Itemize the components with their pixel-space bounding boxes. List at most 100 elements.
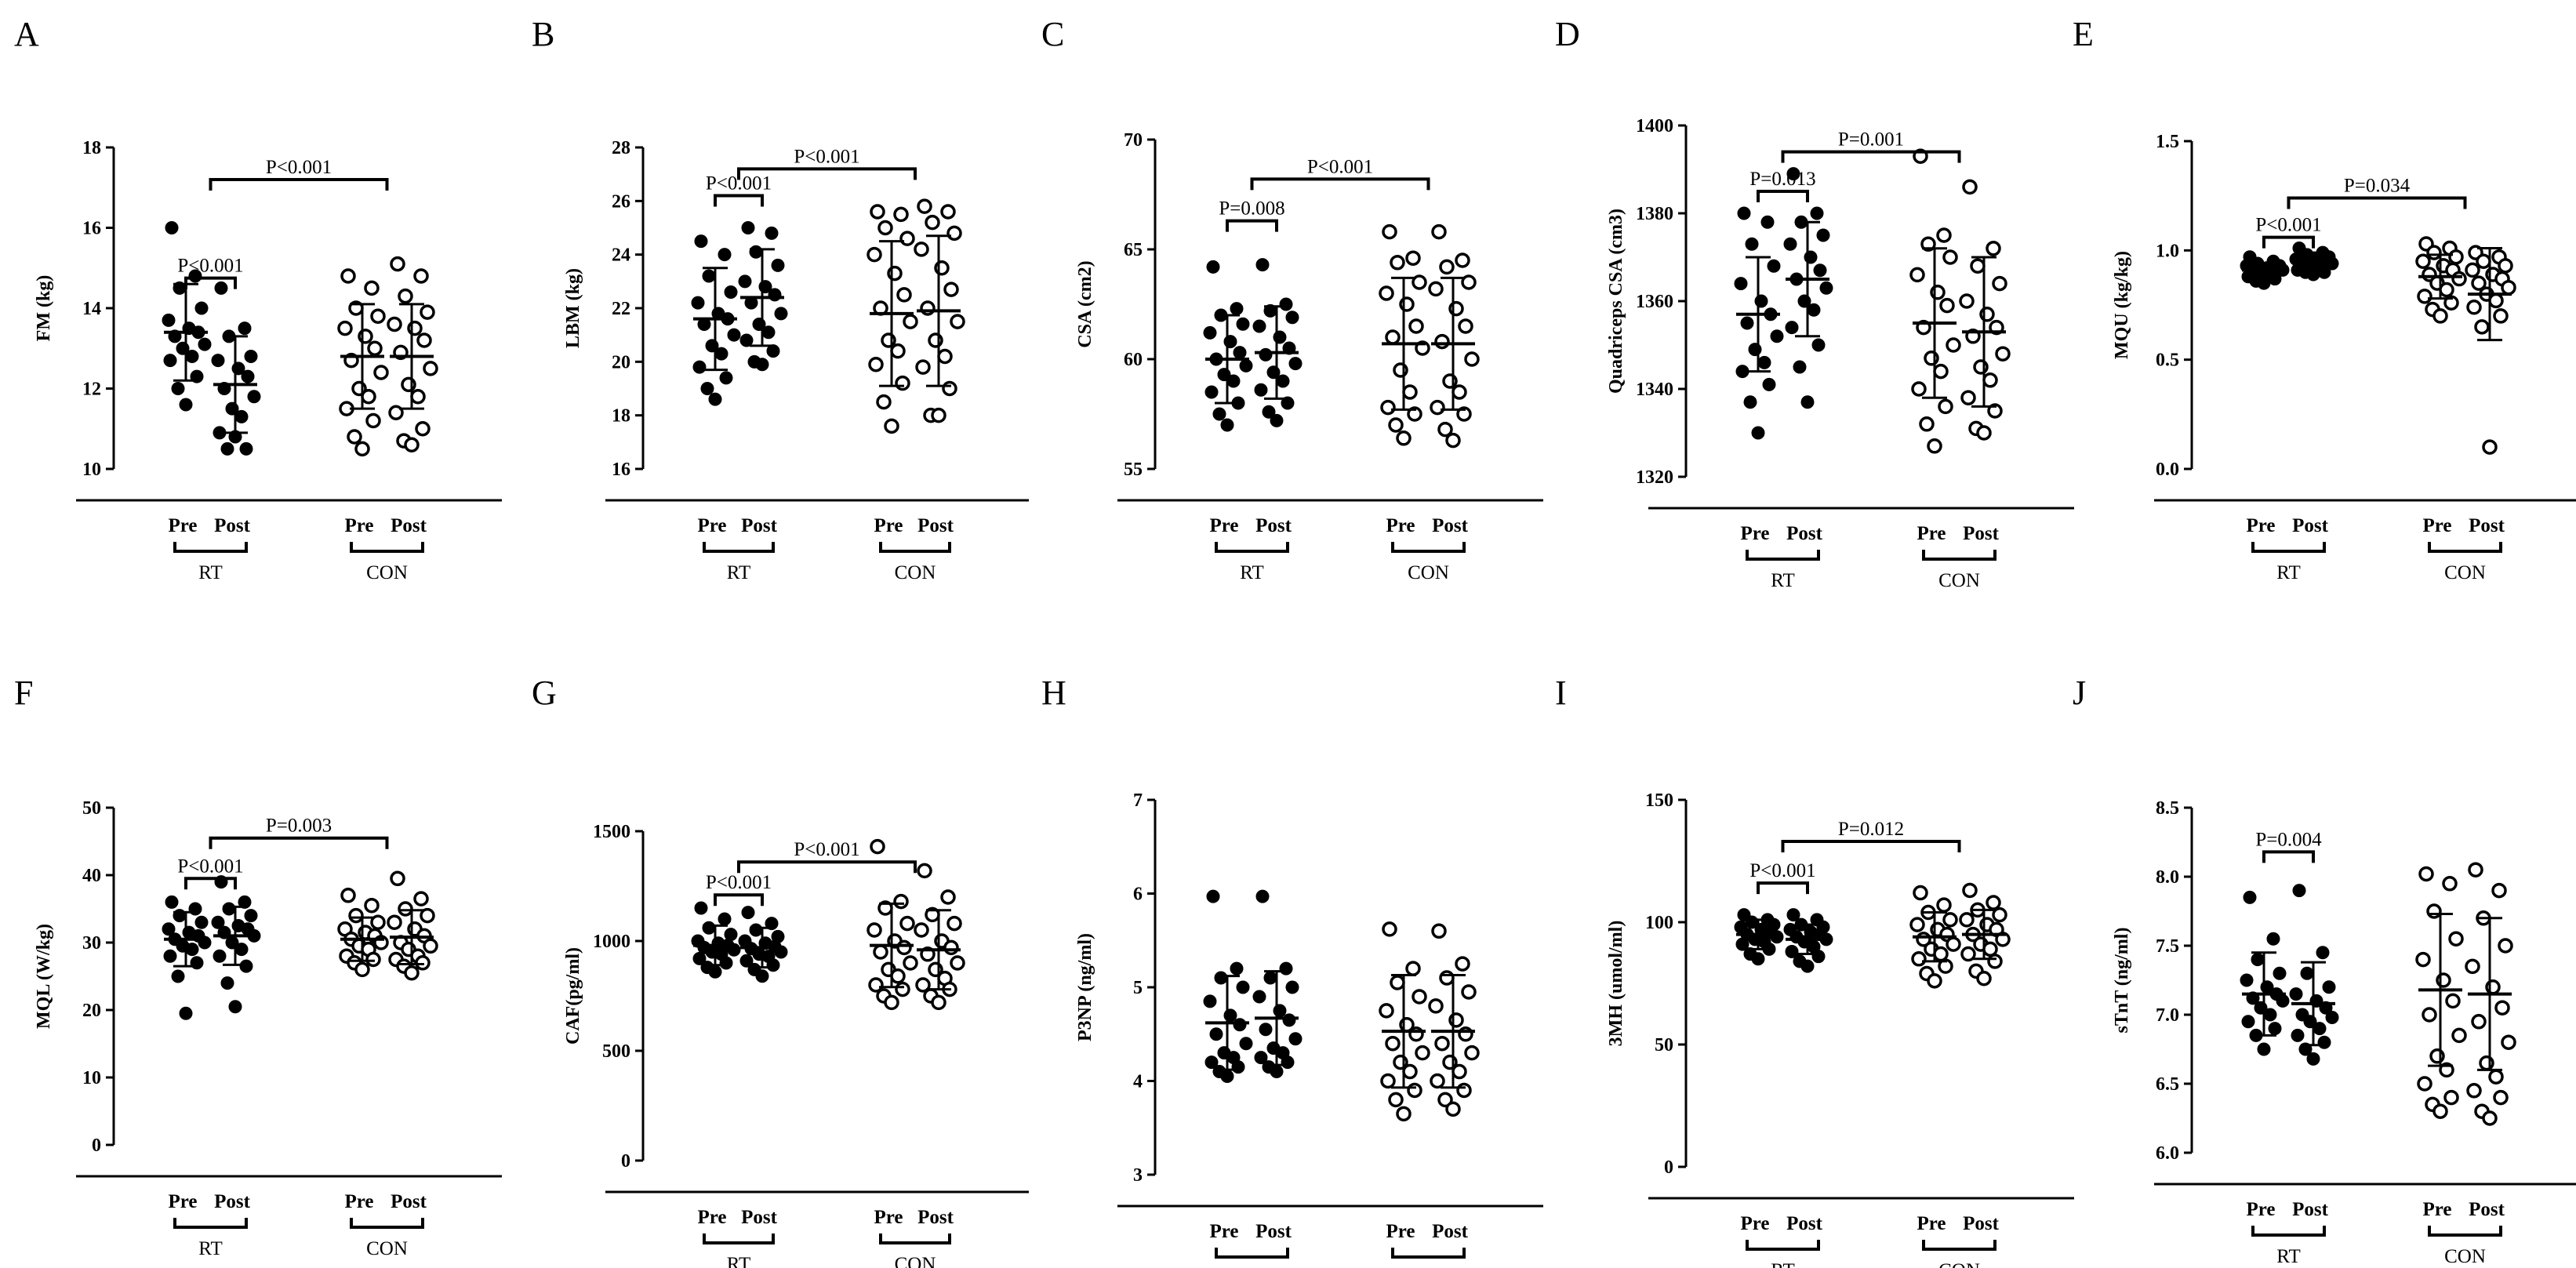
data-point [692, 360, 707, 374]
data-point [1380, 399, 1396, 416]
data-point [1786, 908, 1800, 922]
y-tick-label: 10 [82, 1068, 101, 1088]
data-point [1239, 1037, 1253, 1051]
data-point [1379, 285, 1394, 301]
data-point [1439, 259, 1455, 275]
series-rt-post [1252, 258, 1303, 427]
panel-f: F 0 10 20 30 40 50 MQL (W/kg) P<0.001 P=0.003 Pre P… [14, 674, 502, 1259]
data-point [179, 1006, 193, 1020]
y-tick-label: 16 [82, 219, 101, 239]
data-point [692, 951, 707, 965]
significance-bracket [184, 276, 237, 289]
data-point [1754, 294, 1768, 308]
data-point [1279, 961, 1293, 976]
series-rt-post [738, 221, 788, 372]
data-point [171, 969, 185, 983]
group-bracket [1391, 1248, 1466, 1259]
data-point [691, 296, 705, 310]
data-point [2317, 1035, 2331, 1049]
y-tick-label: 30 [82, 933, 101, 954]
x-category-label: Post [1432, 515, 1469, 536]
data-point [1464, 351, 1480, 367]
p-value-label: P<0.001 [1307, 156, 1373, 177]
data-point [1281, 396, 1295, 410]
x-category-label: Pre [2422, 1199, 2451, 1220]
data-point [211, 354, 225, 368]
p-value-label: P<0.001 [177, 256, 243, 277]
data-point [2306, 1052, 2320, 1066]
data-point [920, 300, 936, 316]
data-point [165, 221, 179, 234]
series-rt-post [738, 906, 788, 983]
data-point [915, 359, 931, 375]
data-point [749, 923, 763, 937]
data-point [1388, 417, 1404, 433]
data-point [749, 245, 763, 259]
data-point [2501, 279, 2516, 296]
data-point [2325, 1011, 2339, 1025]
data-point [1226, 374, 1241, 388]
x-category-label: Post [1255, 1221, 1292, 1242]
data-point [2291, 1028, 2305, 1042]
group-bracket [1746, 550, 1820, 561]
data-point [884, 994, 899, 1011]
data-point [1448, 1012, 1464, 1028]
data-point [899, 915, 915, 932]
data-point [1206, 260, 1220, 274]
data-point [1380, 1073, 1396, 1089]
data-point [915, 977, 931, 993]
group-label: RT [198, 562, 222, 583]
data-point [1982, 941, 1998, 957]
series-rt-post [2289, 242, 2339, 282]
series-rt-post [211, 281, 261, 456]
data-point [163, 949, 177, 963]
data-point [2491, 882, 2507, 899]
data-point [179, 398, 193, 412]
data-point [876, 394, 892, 410]
data-point [1396, 431, 1412, 446]
series-rt-pre [162, 221, 212, 412]
y-tick-label: 7 [1133, 790, 1143, 811]
group-bracket [2251, 542, 2326, 553]
data-point [1270, 413, 1284, 427]
p-value-label: P=0.004 [2255, 829, 2322, 850]
data-point [867, 922, 882, 938]
group-bracket [173, 542, 248, 553]
panel-letter-g: G [532, 674, 557, 712]
data-point [1223, 1008, 1237, 1023]
data-point [1285, 980, 1299, 994]
data-point [1939, 297, 1955, 314]
data-point [1458, 318, 1473, 334]
data-point [404, 437, 420, 452]
x-category-label: Pre [874, 515, 903, 536]
y-tick-label: 0.5 [2156, 351, 2179, 371]
y-axis-label: LBM (kg) [563, 268, 583, 348]
group-label: RT [2276, 562, 2300, 583]
data-point [2442, 876, 2458, 892]
group-label: CON [1408, 562, 1449, 583]
data-point [213, 949, 227, 963]
data-point [2436, 972, 2451, 988]
series-rt-post [1783, 167, 1833, 409]
x-category-label: Post [214, 515, 251, 536]
x-category-label: Post [1432, 1221, 1469, 1242]
x-category-label: Pre [344, 1191, 373, 1212]
data-point [2465, 262, 2480, 278]
x-category-label: Post [741, 515, 778, 536]
p-value-label: P=0.001 [1838, 129, 1904, 151]
data-point [890, 343, 906, 359]
data-point [1762, 377, 1776, 391]
data-point [1816, 228, 1830, 242]
data-point [1770, 329, 1784, 343]
data-point [1206, 889, 1220, 903]
group-bracket [879, 542, 951, 553]
x-category-label: Post [1963, 523, 2000, 544]
data-point [2466, 1083, 2482, 1099]
data-point [2479, 1055, 2494, 1071]
data-point [943, 282, 959, 297]
data-point [868, 357, 884, 372]
data-point [2426, 245, 2442, 260]
data-point [873, 944, 888, 960]
data-point [2300, 966, 2314, 980]
data-point [370, 914, 386, 930]
